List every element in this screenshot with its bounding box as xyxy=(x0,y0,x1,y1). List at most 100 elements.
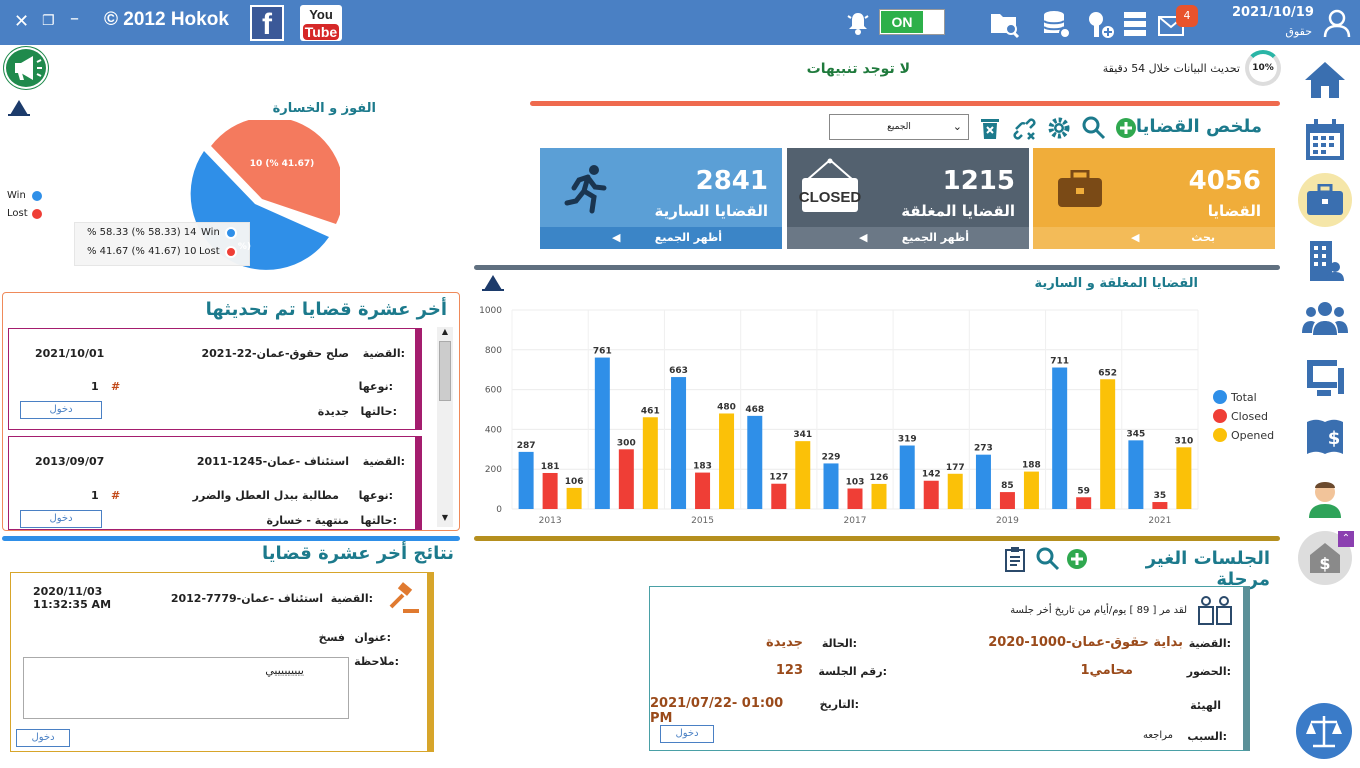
top-bar: ✕ ❐ – © 2012 Hokok f You Tube ON 4 2021/1… xyxy=(0,0,1360,45)
enter-button[interactable]: دخول xyxy=(20,401,102,419)
type-label: نوعها: xyxy=(358,380,393,393)
building-icon xyxy=(1310,241,1344,281)
scales-icon xyxy=(1306,716,1342,748)
folder-search-icon[interactable] xyxy=(990,11,1020,39)
state-label: حالتها: xyxy=(360,514,397,527)
results-divider xyxy=(2,536,460,541)
unlink-icon[interactable] xyxy=(1012,115,1038,141)
briefcase-icon xyxy=(1058,170,1102,207)
clipboard-icon[interactable] xyxy=(1004,546,1026,572)
sidebar-item-clients[interactable] xyxy=(1300,293,1350,343)
bar-total xyxy=(975,454,991,509)
data-label: 287 xyxy=(517,441,536,451)
bar-closed xyxy=(695,472,711,509)
data-label: 319 xyxy=(898,435,917,445)
data-label: 341 xyxy=(793,430,812,440)
sidebar-item-monitor[interactable] xyxy=(1300,353,1350,403)
user-icon[interactable] xyxy=(1323,9,1351,37)
session-reason-label: السبب: xyxy=(1187,730,1227,743)
case-state: منتهية - خسارة xyxy=(266,514,349,527)
type-label: نوعها: xyxy=(358,489,393,502)
sidebar-item-home[interactable] xyxy=(1300,55,1350,105)
add-session-icon[interactable] xyxy=(1066,548,1088,570)
result-note-text: يييييييييي xyxy=(265,664,304,677)
hash-sign: # xyxy=(111,380,121,393)
card-active-show-all[interactable]: أظهر الجميع ◀ xyxy=(540,227,782,249)
y-tick-label: 1000 xyxy=(479,306,502,316)
facebook-icon[interactable]: f xyxy=(250,5,284,41)
expand-icon[interactable]: ⌃ xyxy=(1338,531,1354,547)
card-active-bar-label: أظهر الجميع xyxy=(654,231,722,244)
data-label: 461 xyxy=(641,406,660,416)
legend-dot xyxy=(1213,390,1227,404)
brand-label: © 2012 Hokok xyxy=(104,9,229,30)
bar-total xyxy=(1128,440,1144,509)
toggle-on-label: ON xyxy=(881,11,923,33)
summary-divider xyxy=(530,101,1280,106)
minimize-icon[interactable]: – xyxy=(70,8,79,29)
recent-scrollbar[interactable]: ▲ ▼ xyxy=(437,327,453,527)
house-money-icon: $ xyxy=(1310,543,1340,573)
restore-icon[interactable]: ❐ xyxy=(42,13,55,29)
scroll-down[interactable]: ▼ xyxy=(441,513,449,522)
scroll-thumb[interactable] xyxy=(439,341,451,401)
result-case: استئناف -عمان-7779-2012 xyxy=(170,592,323,605)
result-note-box[interactable]: يييييييييي xyxy=(23,657,349,719)
bar-chart-icon[interactable] xyxy=(482,273,504,291)
hash-sign: # xyxy=(111,489,121,502)
session-attend: محامي1 xyxy=(1080,663,1133,678)
bell-icon[interactable] xyxy=(846,10,870,36)
announcement-button[interactable] xyxy=(4,47,48,89)
result-enter-button[interactable]: دخول xyxy=(16,729,70,747)
data-label: 142 xyxy=(922,470,941,480)
data-label: 181 xyxy=(541,462,560,472)
search-icon[interactable] xyxy=(1082,116,1106,140)
pie-chart-icon[interactable] xyxy=(8,98,30,116)
case-filter-select[interactable]: الجميع ⌄ xyxy=(829,114,969,140)
tooltip-win-text: % 58.33 (% 58.33) 14 xyxy=(87,227,197,238)
trash-icon[interactable] xyxy=(980,116,1000,140)
card-all-cases[interactable]: 4056 القضايا بحث ◀ xyxy=(1033,148,1275,249)
data-label: 127 xyxy=(769,473,788,483)
y-tick-label: 400 xyxy=(485,425,502,435)
search-icon[interactable] xyxy=(1036,547,1060,571)
notification-toggle[interactable]: ON xyxy=(879,9,945,35)
youtube-icon[interactable]: You Tube xyxy=(300,5,342,41)
closed-sign-icon: CLOSED xyxy=(799,158,861,212)
server-icon[interactable] xyxy=(1124,12,1146,36)
bar-opened xyxy=(1100,379,1116,509)
cases-bar-chart: 0 200 400 600 800 1000 287 181 106 2013 761 300 461 6… xyxy=(479,306,1274,526)
card-all-search[interactable]: بحث ◀ xyxy=(1033,227,1275,249)
card-active-cases[interactable]: 2841 القضايا السارية أظهر الجميع ◀ xyxy=(540,148,782,249)
legend-label: Closed xyxy=(1231,410,1268,423)
x-tick-label: 2015 xyxy=(691,516,714,526)
sidebar-item-cases[interactable] xyxy=(1298,173,1352,227)
sidebar-item-finance[interactable]: $ xyxy=(1300,411,1350,461)
sidebar-item-companies[interactable] xyxy=(1300,235,1350,285)
session-state: جديدة xyxy=(766,635,803,650)
card-closed-cases[interactable]: 1215 القضايا المغلقة CLOSED أظهر الجميع ◀ xyxy=(787,148,1029,249)
database-settings-icon[interactable] xyxy=(1042,10,1072,40)
add-case-icon[interactable] xyxy=(1115,117,1137,139)
pie-label-lost: 10 (% 41.67) xyxy=(250,159,315,169)
add-key-icon[interactable] xyxy=(1086,10,1116,40)
close-icon[interactable]: ✕ xyxy=(14,11,30,32)
pie-tooltip: % 58.33 (% 58.33) 14 Win % 41.67 (% 41.6… xyxy=(74,222,251,266)
bar-closed xyxy=(1076,497,1092,509)
gear-icon[interactable] xyxy=(1047,116,1071,140)
enter-button[interactable]: دخول xyxy=(20,510,102,528)
sidebar-item-justice[interactable] xyxy=(1296,703,1352,759)
session-enter-button[interactable]: دخول xyxy=(660,725,714,743)
court-icon xyxy=(1198,596,1232,625)
session-number-label: رقم الجلسة: xyxy=(818,665,887,678)
sidebar-item-profile[interactable] xyxy=(1300,473,1350,523)
mail-badge: 4 xyxy=(1176,5,1198,27)
card-closed-show-all[interactable]: أظهر الجميع ◀ xyxy=(787,227,1029,249)
calendar-icon xyxy=(1306,119,1344,160)
data-label: 59 xyxy=(1077,486,1090,496)
case-type: مطالبة ببدل العطل والضرر xyxy=(192,489,339,502)
sidebar-item-calendar[interactable] xyxy=(1300,115,1350,165)
scroll-up[interactable]: ▲ xyxy=(441,327,449,336)
sidebar: $ $ ⌃ xyxy=(1290,45,1360,768)
tooltip-lost-label: Lost xyxy=(199,246,220,257)
